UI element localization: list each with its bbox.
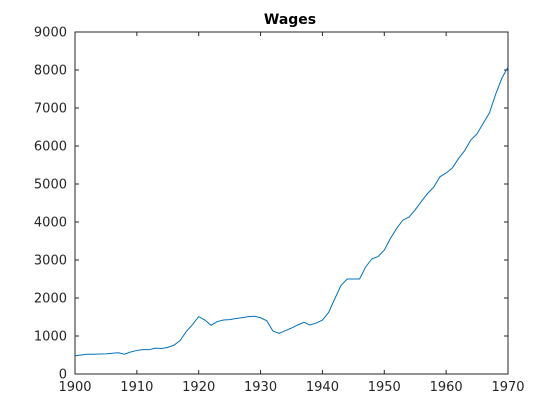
x-tick-label: 1920 [182, 380, 215, 395]
chart-title: Wages [264, 12, 316, 28]
y-tick-label: 2000 [34, 292, 67, 307]
x-tick-label: 1950 [368, 380, 401, 395]
y-tick-label: 4000 [34, 216, 67, 231]
y-tick-label: 9000 [34, 26, 67, 41]
wages-series-line [74, 66, 509, 357]
y-tick-label: 6000 [34, 140, 67, 155]
x-axis: 1900 1910 1920 1930 1940 1950 1960 1970 [58, 32, 525, 395]
y-tick-label: 8000 [34, 64, 67, 79]
y-tick-label: 1000 [34, 330, 67, 345]
x-tick-label: 1940 [306, 380, 339, 395]
y-tick-label: 5000 [34, 178, 67, 193]
x-tick-label: 1960 [430, 380, 463, 395]
x-tick-label: 1900 [58, 380, 91, 395]
y-tick-label: 3000 [34, 254, 67, 269]
y-tick-label: 0 [59, 368, 67, 383]
y-axis: 0 1000 2000 3000 4000 5000 6000 7000 8000 9000 [34, 26, 508, 383]
axes-box [74, 31, 509, 375]
x-tick-label: 1930 [244, 380, 277, 395]
x-tick-label: 1970 [491, 380, 524, 395]
y-tick-label: 7000 [34, 102, 67, 117]
x-tick-label: 1910 [120, 380, 153, 395]
